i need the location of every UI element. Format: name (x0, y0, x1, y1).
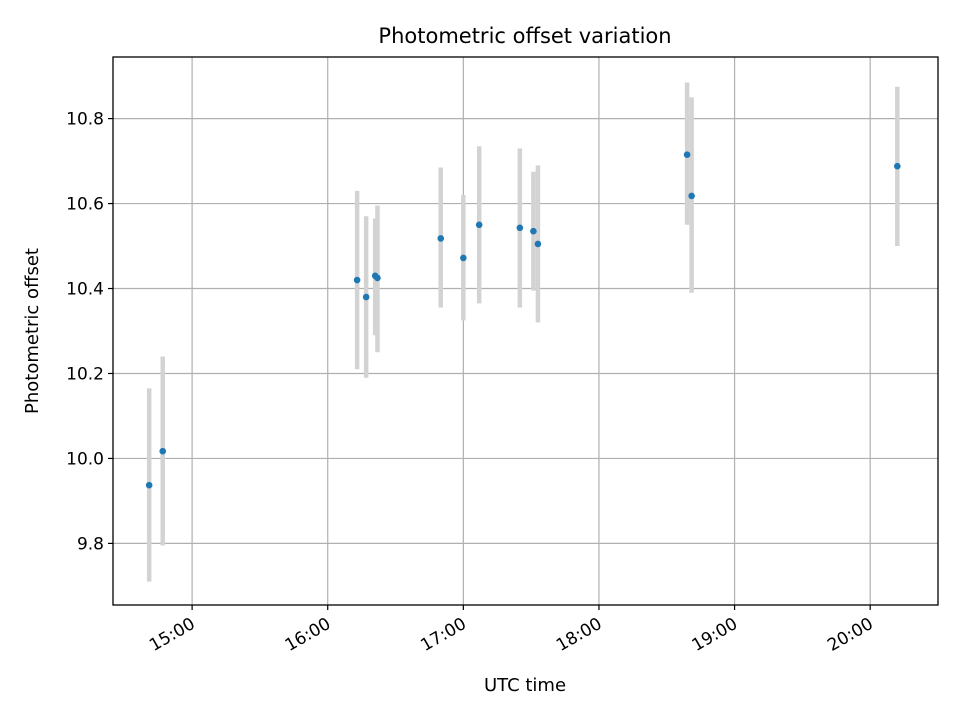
grid (113, 57, 938, 605)
data-point (894, 162, 901, 170)
y-tick-label: 10.8 (66, 110, 104, 130)
data-point (437, 235, 445, 242)
y-axis-label: Photometric offset (22, 248, 43, 414)
x-axis-label: UTC time (484, 675, 566, 696)
data-point (374, 274, 381, 282)
data-point (145, 481, 153, 489)
data-point (530, 227, 537, 235)
data-point (159, 447, 167, 455)
y-axis-ticks: 9.8 10.0 10.2 10.4 10.6 10.8 (66, 110, 113, 554)
chart-title: Photometric offset variation (378, 24, 671, 48)
y-tick-label: 10.0 (66, 449, 104, 469)
data-point (362, 293, 370, 301)
data-point (683, 151, 691, 159)
data-point (353, 276, 361, 284)
y-tick-label: 10.4 (66, 280, 104, 300)
y-tick-label: 10.6 (66, 195, 104, 215)
data-point (534, 240, 542, 248)
data-point (688, 192, 695, 200)
data-points (145, 151, 901, 489)
data-point (475, 221, 483, 229)
plot-frame (112, 56, 939, 606)
data-point (516, 224, 524, 232)
y-tick-label: 9.8 (77, 534, 104, 554)
data-point (460, 254, 467, 262)
y-tick-label: 10.2 (66, 364, 104, 384)
